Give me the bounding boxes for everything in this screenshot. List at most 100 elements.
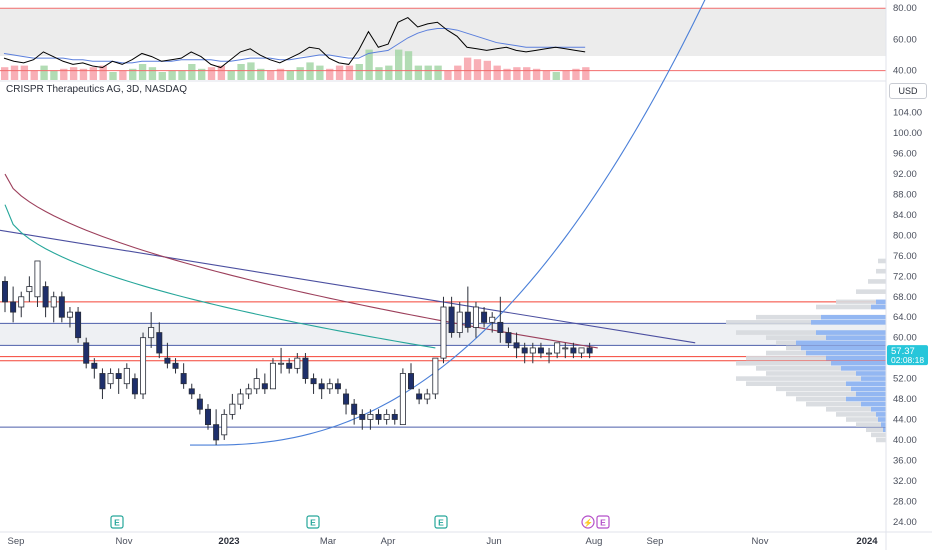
price-tick-label: 68.00 xyxy=(893,292,917,303)
oscillator-histogram-bar xyxy=(335,65,344,80)
volume-profile-bar xyxy=(861,401,886,407)
candle-body xyxy=(131,378,138,395)
candle-body xyxy=(440,306,447,359)
volume-profile-bar xyxy=(856,422,886,427)
oscillator-histogram-bar xyxy=(572,68,580,80)
candle-body xyxy=(391,413,398,420)
candle-body xyxy=(99,373,106,390)
volume-profile-bar xyxy=(876,299,886,305)
volume-profile-bar xyxy=(866,427,886,433)
candle-body xyxy=(34,260,41,298)
price-tick-label: 88.00 xyxy=(893,190,917,201)
candle-body xyxy=(204,408,211,426)
oscillator-histogram-bar xyxy=(99,65,107,80)
oscillator-histogram-bar xyxy=(138,64,147,80)
oscillator-histogram-bar xyxy=(188,64,196,80)
earnings-marker-label: E xyxy=(310,518,316,528)
oscillator-histogram-bar xyxy=(276,68,285,80)
oscillator-histogram-bar xyxy=(286,70,294,80)
candle-body xyxy=(302,357,309,379)
earnings-marker xyxy=(434,515,448,529)
candle-body xyxy=(497,321,504,333)
candle-body xyxy=(343,393,350,405)
earnings-marker-label: E xyxy=(600,518,606,528)
candle-body xyxy=(521,347,528,354)
candle-body xyxy=(481,311,488,323)
last-price-value: 57.37 xyxy=(891,346,915,357)
candle-body xyxy=(107,373,114,385)
oscillator-histogram-bar xyxy=(69,67,78,80)
earnings-marker xyxy=(306,515,320,529)
volume-profile-bar xyxy=(878,417,886,422)
oscillator-histogram-bar xyxy=(40,65,48,80)
oscillator-histogram-bar xyxy=(60,68,68,80)
candle-body xyxy=(318,383,325,390)
volume-profile-bar xyxy=(826,335,886,340)
time-tick-label: 2024 xyxy=(856,536,878,547)
oscillator-histogram-bar xyxy=(395,49,403,80)
time-tick-label: Aug xyxy=(586,536,603,547)
volume-profile-bar xyxy=(746,381,886,387)
time-tick-label: 2023 xyxy=(218,536,239,547)
volume-profile-bar xyxy=(816,330,886,335)
oscillator-histogram-bar xyxy=(217,65,226,80)
oscillator-band xyxy=(0,8,886,56)
candle-body xyxy=(578,347,585,354)
candle-body xyxy=(464,311,471,328)
price-tick-label: 48.00 xyxy=(893,394,917,405)
candle-body xyxy=(213,424,220,441)
time-tick-label: Nov xyxy=(752,536,769,547)
oscillator-histogram-bar xyxy=(345,65,354,80)
oscillator-histogram-bar xyxy=(404,51,413,80)
volume-profile-bar xyxy=(846,381,886,387)
price-tick-label: 24.00 xyxy=(893,517,917,528)
candle-body xyxy=(180,373,187,385)
candle-body xyxy=(562,347,569,350)
price-tick-label: 28.00 xyxy=(893,496,917,507)
volume-profile-bar xyxy=(861,376,886,381)
volume-profile-bar xyxy=(881,422,886,427)
volume-profile-bar xyxy=(841,366,886,371)
oscillator-histogram-bar xyxy=(20,65,29,80)
price-panel xyxy=(0,0,886,446)
volume-profile-bar xyxy=(806,350,886,356)
price-tick-label: 64.00 xyxy=(893,312,917,323)
oscillator-histogram-bar xyxy=(247,62,255,80)
price-tick-label: 80.00 xyxy=(893,230,917,241)
oscillator-histogram-bar xyxy=(444,70,452,80)
candle-body xyxy=(269,362,276,390)
price-tick-label: 40.00 xyxy=(893,435,917,446)
volume-profile-bar xyxy=(846,417,886,422)
candle-body xyxy=(237,393,244,405)
oscillator-histogram-bar xyxy=(473,59,482,80)
volume-profile-bar xyxy=(851,386,886,392)
candle-body xyxy=(83,342,90,364)
volume-profile-bar xyxy=(786,391,886,397)
candle-body xyxy=(456,311,463,333)
price-tick-label: 32.00 xyxy=(893,476,917,487)
volume-profile-bar xyxy=(796,396,886,402)
volume-profile-bar xyxy=(878,258,886,264)
candle-body xyxy=(66,311,73,318)
candle-body xyxy=(18,296,25,308)
candle-body xyxy=(505,332,512,344)
oscillator-histogram-bar xyxy=(385,65,393,80)
oscillator-histogram-bar xyxy=(109,72,117,80)
volume-profile-bar xyxy=(831,360,886,366)
oscillator-histogram-bar xyxy=(434,65,442,80)
oscillator-histogram-bar xyxy=(237,64,245,80)
oscillator-axis: 80.00 60.00 40.00 xyxy=(893,3,917,76)
volume-profile-bar xyxy=(856,391,886,397)
price-axis: 108.00104.00100.0096.0092.0088.0084.0080… xyxy=(893,87,922,528)
candle-body xyxy=(10,301,17,313)
dividend-marker xyxy=(581,515,595,529)
time-axis: Sep Nov 2023 Mar Apr Jun Aug Sep Nov 2024 xyxy=(8,536,879,547)
oscillator-histogram-bar xyxy=(168,70,176,80)
oscillator-histogram-bar xyxy=(414,65,423,80)
oscillator-histogram-bar xyxy=(50,70,58,80)
oscillator-tick-label: 60.00 xyxy=(893,34,917,45)
earnings-marker xyxy=(110,515,124,529)
currency-button[interactable]: USD xyxy=(889,83,927,99)
candle-body xyxy=(334,383,341,390)
